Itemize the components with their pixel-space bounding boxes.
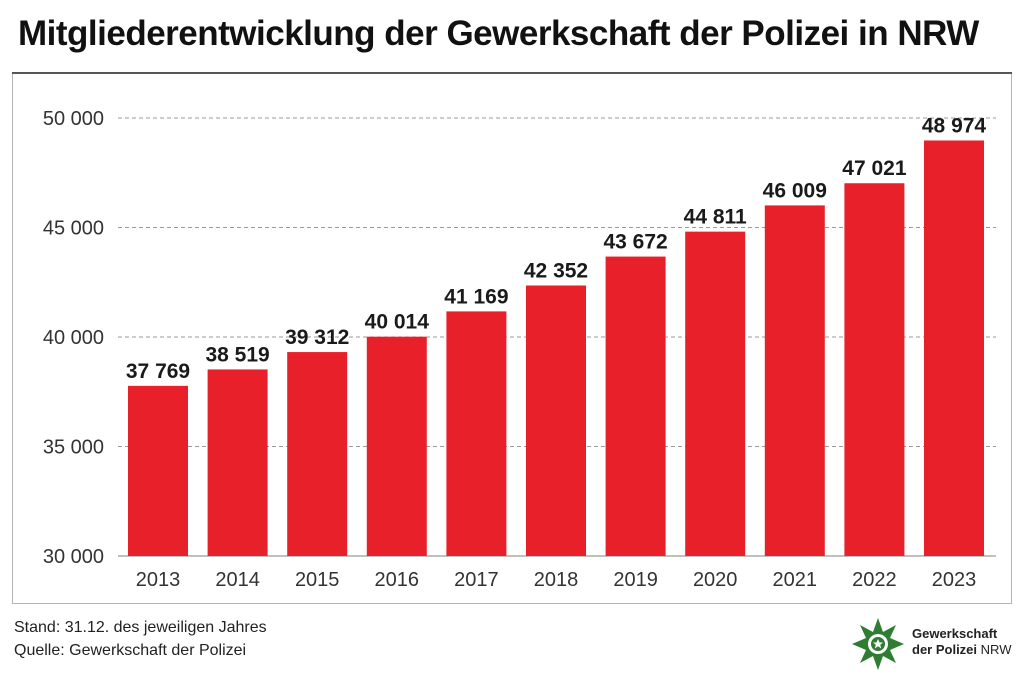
bar-2018: [526, 285, 586, 556]
chart-frame: [12, 74, 1012, 604]
y-tick-label: 30 000: [43, 546, 104, 568]
value-label-2015: 39 312: [285, 326, 349, 349]
logo-line-2: der Polizei NRW: [912, 642, 1011, 658]
y-tick-label: 40 000: [43, 327, 104, 349]
value-label-2014: 38 519: [205, 343, 269, 366]
x-tick-label-2014: 2014: [215, 569, 260, 591]
value-label-2017: 41 169: [444, 285, 508, 308]
bar-2022: [844, 183, 905, 556]
bar-chart: 30 000 35 000 40 000 45 000 50 000 37 769 38 …: [43, 108, 996, 591]
value-label-2019: 43 672: [603, 231, 667, 254]
logo-line-1: Gewerkschaft: [912, 626, 998, 641]
x-tick-label-2013: 2013: [136, 569, 181, 591]
bar-2013: [128, 385, 188, 556]
value-label-2013: 37 769: [126, 360, 190, 383]
bar-2021: [764, 205, 825, 556]
x-tick-label-2021: 2021: [773, 569, 818, 591]
y-axis-ticks: 30 000 35 000 40 000 45 000 50 000: [43, 108, 104, 568]
x-tick-label-2018: 2018: [534, 569, 579, 591]
bar-2019: [605, 256, 666, 556]
chart-footer: Stand: 31.12. des jeweiligen Jahres Quel…: [14, 616, 267, 662]
value-label-2016: 40 014: [365, 311, 430, 334]
gdp-logo: Gewerkschaft der Polizei NRW: [850, 616, 1020, 672]
bar-2017: [446, 311, 507, 556]
title-divider: [12, 72, 1012, 74]
logo-line-2-text: der Polizei: [912, 642, 978, 657]
value-label-2021: 46 009: [763, 179, 827, 202]
value-label-2022: 47 021: [842, 157, 907, 180]
y-tick-label: 50 000: [43, 108, 104, 130]
value-label-2020: 44 811: [684, 206, 747, 229]
x-axis-ticks: 2013 2014 2015 2016 2017 2018 2019 2020 2021 2022…: [136, 569, 977, 591]
chart-title: Mitgliederentwicklung der Gewerkschaft d…: [18, 14, 979, 53]
y-tick-label: 45 000: [43, 218, 104, 240]
footer-source: Quelle: Gewerkschaft der Polizei: [14, 642, 247, 659]
logo-text: Gewerkschaft der Polizei NRW: [912, 626, 1011, 658]
value-label-2018: 42 352: [524, 259, 588, 282]
bar-2016: [366, 336, 427, 556]
x-tick-label-2019: 2019: [613, 569, 658, 591]
bar-2015: [287, 352, 348, 556]
star-emblem-icon: [852, 618, 904, 670]
bar-2020: [685, 231, 746, 556]
bar-2014: [207, 369, 268, 556]
x-tick-label-2023: 2023: [932, 569, 977, 591]
bar-2023: [924, 140, 984, 556]
x-tick-label-2015: 2015: [295, 569, 340, 591]
x-tick-label-2017: 2017: [454, 569, 499, 591]
x-tick-label-2016: 2016: [375, 569, 420, 591]
y-tick-label: 35 000: [43, 437, 104, 459]
value-label-2023: 48 974: [922, 114, 987, 137]
value-labels: 37 769 38 519 39 312 40 014 41 169 42 352 43 6…: [126, 114, 987, 382]
x-tick-label-2022: 2022: [852, 569, 897, 591]
bars: [128, 140, 984, 556]
footer-date-note: Stand: 31.12. des jeweiligen Jahres: [14, 619, 267, 636]
x-tick-label-2020: 2020: [693, 569, 738, 591]
logo-line-3: NRW: [980, 642, 1012, 657]
